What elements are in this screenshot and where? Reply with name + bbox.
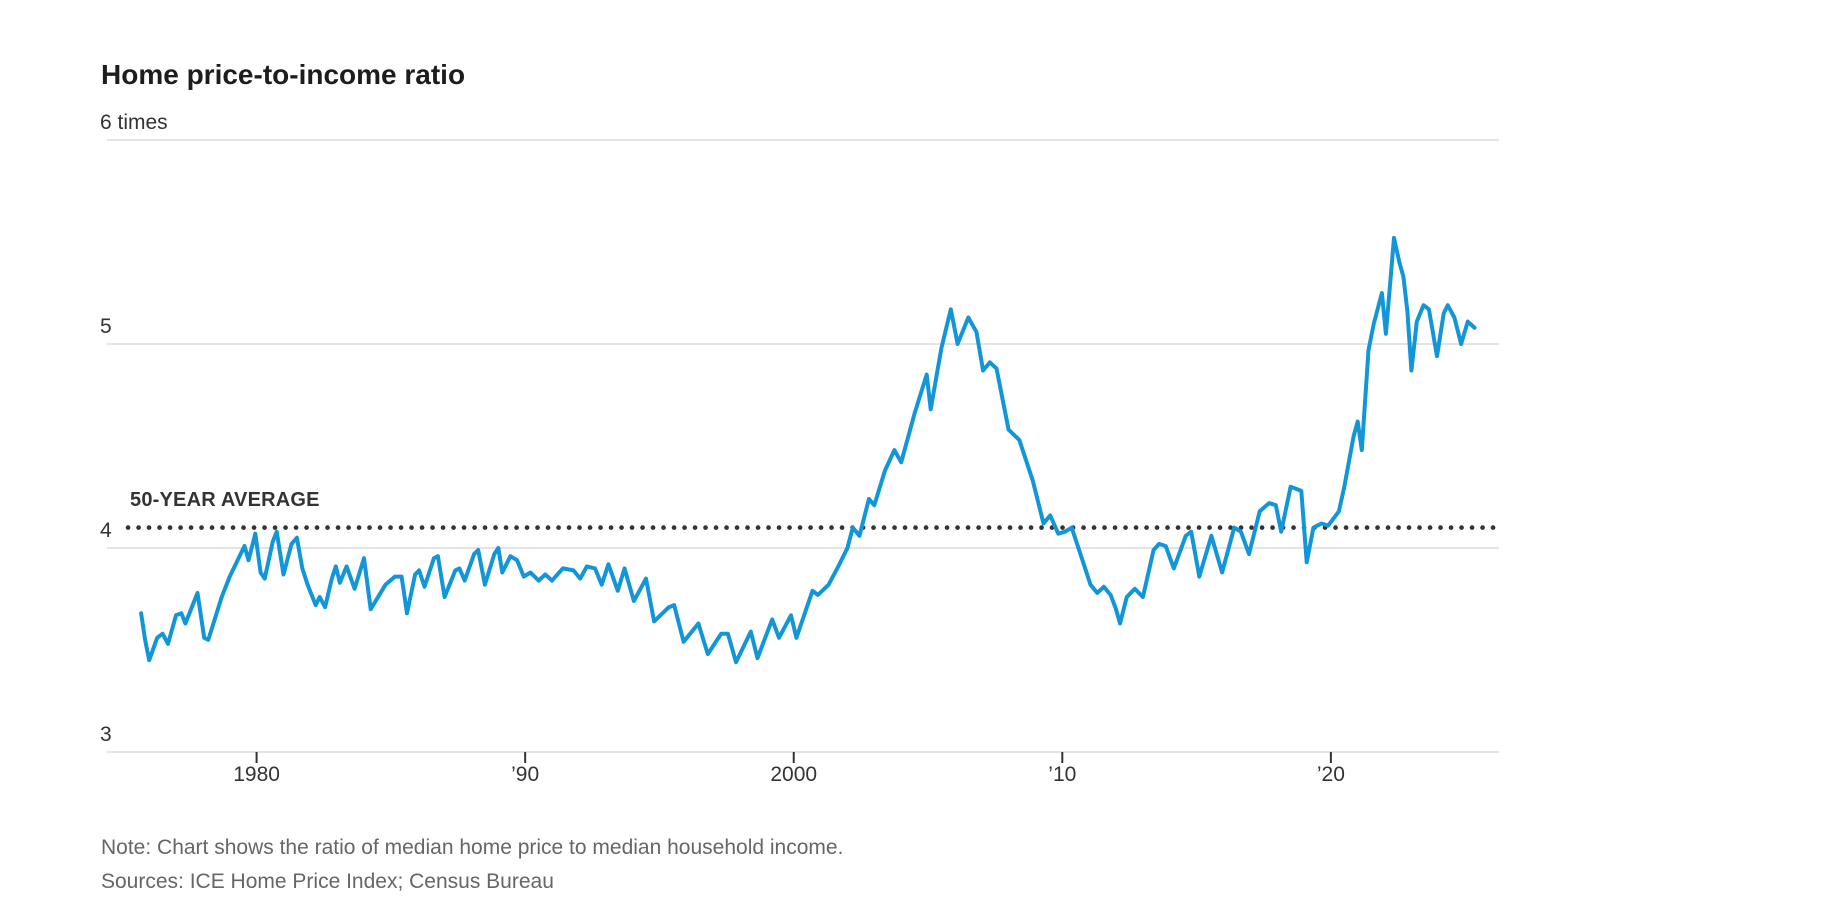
chart-footnotes: Note: Chart shows the ratio of median ho… xyxy=(101,831,843,899)
y-axis-label-6: 6 times xyxy=(100,111,168,134)
y-axis-label-5: 5 xyxy=(100,315,112,338)
x-axis-label-1980: 1980 xyxy=(233,763,280,786)
note-line: Note: Chart shows the ratio of median ho… xyxy=(101,836,844,859)
chart-title: Home price-to-income ratio xyxy=(101,58,466,90)
x-axis-label-2010: ’10 xyxy=(1048,763,1077,786)
x-axis-label-2020: ’20 xyxy=(1316,763,1345,786)
price-to-income-line xyxy=(139,235,1477,665)
sources-line: Sources: ICE Home Price Index; Census Bu… xyxy=(101,870,554,893)
x-axis-label-2000: 2000 xyxy=(770,763,818,786)
x-axis-label-1990: ’90 xyxy=(511,763,540,786)
y-axis-label-4: 4 xyxy=(100,519,112,542)
y-axis-label-3: 3 xyxy=(100,723,112,746)
average-line-label: 50-YEAR AVERAGE xyxy=(130,489,320,511)
